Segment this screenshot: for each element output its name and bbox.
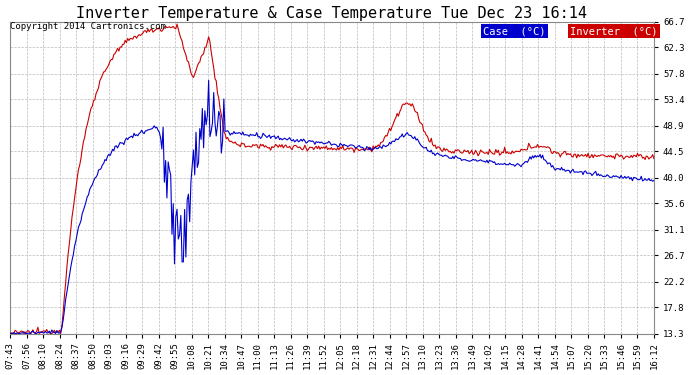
Text: Inverter  (°C): Inverter (°C) [570, 26, 658, 36]
Title: Inverter Temperature & Case Temperature Tue Dec 23 16:14: Inverter Temperature & Case Temperature … [77, 6, 587, 21]
Text: Copyright 2014 Cartronics.com: Copyright 2014 Cartronics.com [10, 22, 166, 31]
Text: Case  (°C): Case (°C) [483, 26, 546, 36]
